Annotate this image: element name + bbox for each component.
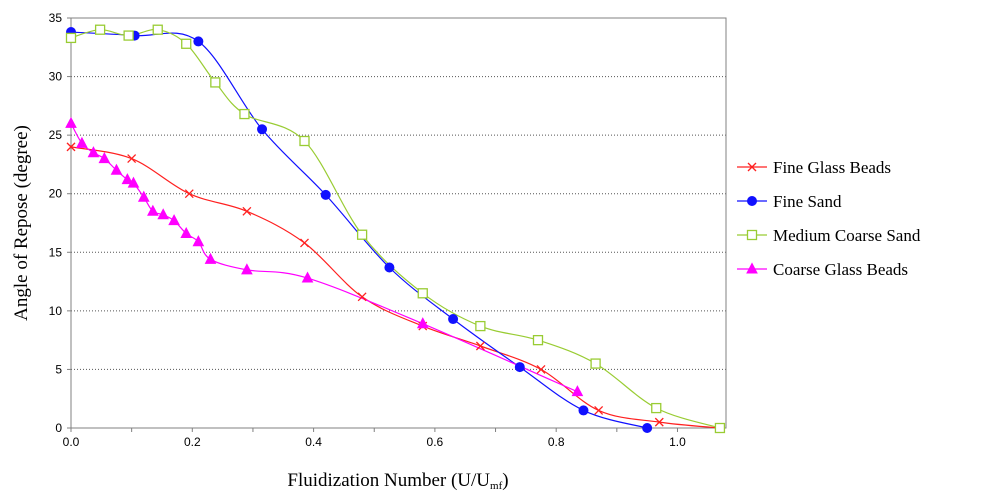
series-line bbox=[70, 28, 721, 429]
data-point bbox=[181, 38, 192, 49]
data-point bbox=[357, 292, 367, 302]
data-point bbox=[180, 226, 193, 239]
legend-label: Coarse Glass Beads bbox=[773, 260, 908, 279]
x-tick-label: 0.6 bbox=[427, 435, 444, 449]
data-point bbox=[356, 229, 368, 240]
data-point bbox=[417, 288, 428, 299]
data-point bbox=[210, 77, 221, 88]
data-point bbox=[536, 364, 546, 374]
data-point bbox=[448, 314, 459, 325]
plot-area-border bbox=[70, 17, 727, 429]
data-point bbox=[475, 320, 486, 332]
data-point bbox=[594, 405, 604, 415]
data-point bbox=[152, 24, 163, 35]
data-point bbox=[301, 271, 314, 283]
data-point bbox=[110, 163, 123, 175]
data-point bbox=[299, 135, 310, 147]
y-tick-label: 0 bbox=[55, 421, 62, 435]
data-point bbox=[242, 206, 252, 216]
legend-label: Fine Glass Beads bbox=[773, 158, 891, 177]
x-axis-title: Fluidization Number (U/Umf) bbox=[287, 470, 508, 492]
data-point bbox=[121, 173, 134, 185]
x-axis-title-main: Fluidization Number (U/U bbox=[287, 470, 490, 491]
data-point bbox=[241, 263, 253, 275]
data-point bbox=[416, 317, 429, 329]
data-point bbox=[475, 341, 485, 351]
y-tick-label: 25 bbox=[49, 128, 63, 142]
data-point bbox=[257, 124, 268, 135]
data-point bbox=[127, 176, 140, 188]
x-tick-label: 1.0 bbox=[669, 435, 686, 449]
data-point bbox=[654, 417, 664, 427]
legend: Fine Glass Beads Fine Sand Medium Coarse S… bbox=[737, 158, 921, 279]
data-point bbox=[642, 423, 653, 433]
data-point bbox=[157, 208, 170, 220]
data-point bbox=[590, 358, 601, 369]
y-tick-label: 20 bbox=[49, 187, 63, 201]
data-point bbox=[571, 385, 584, 397]
gridlines bbox=[71, 76, 726, 370]
y-tick-label: 5 bbox=[55, 362, 62, 376]
y-axis-title: Angle of Repose (degree) bbox=[11, 125, 32, 321]
data-point bbox=[127, 154, 137, 164]
data-point bbox=[578, 405, 589, 416]
legend-marker bbox=[747, 196, 757, 206]
legend-label: Medium Coarse Sand bbox=[773, 226, 921, 245]
x-tick-label: 0.2 bbox=[184, 435, 201, 449]
legend-label: Fine Sand bbox=[773, 192, 842, 211]
data-point bbox=[192, 235, 205, 247]
data-point bbox=[193, 36, 204, 47]
data-point bbox=[300, 238, 309, 248]
data-point bbox=[184, 189, 194, 199]
data-point bbox=[65, 116, 77, 128]
legend-marker bbox=[747, 162, 757, 172]
data-point bbox=[94, 24, 106, 35]
y-tick-label: 10 bbox=[49, 304, 63, 318]
data-point bbox=[87, 146, 100, 158]
y-tick-label: 15 bbox=[49, 245, 63, 259]
x-tick-label: 0.4 bbox=[305, 435, 322, 449]
x-tick-label: 0.0 bbox=[63, 435, 80, 449]
x-axis-title-subscript: mf bbox=[490, 480, 503, 492]
data-point bbox=[514, 362, 525, 373]
data-point bbox=[137, 190, 150, 202]
data-point bbox=[98, 151, 111, 164]
legend-marker bbox=[746, 229, 758, 241]
data-point bbox=[168, 214, 180, 226]
data-point bbox=[384, 262, 395, 273]
x-tick-label: 0.8 bbox=[548, 435, 565, 449]
y-tick-label: 30 bbox=[49, 70, 63, 84]
data-point bbox=[123, 30, 134, 41]
data-point bbox=[320, 189, 331, 200]
series-markers bbox=[65, 24, 726, 434]
data-point bbox=[76, 136, 88, 148]
data-point bbox=[147, 204, 159, 216]
data-point bbox=[651, 402, 662, 414]
data-point bbox=[239, 108, 250, 120]
data-point bbox=[204, 252, 217, 264]
x-axis-title-close: ) bbox=[502, 470, 508, 491]
data-point bbox=[714, 422, 726, 434]
legend-marker bbox=[746, 262, 758, 274]
data-point bbox=[532, 334, 544, 346]
axes: 0 5 10 15 20 25 30 35 0.0 0.2 0.4 0.6 0.8 1.0 bbox=[49, 11, 687, 449]
data-point bbox=[65, 32, 77, 44]
y-tick-label: 35 bbox=[49, 11, 63, 25]
data-point bbox=[66, 142, 76, 152]
